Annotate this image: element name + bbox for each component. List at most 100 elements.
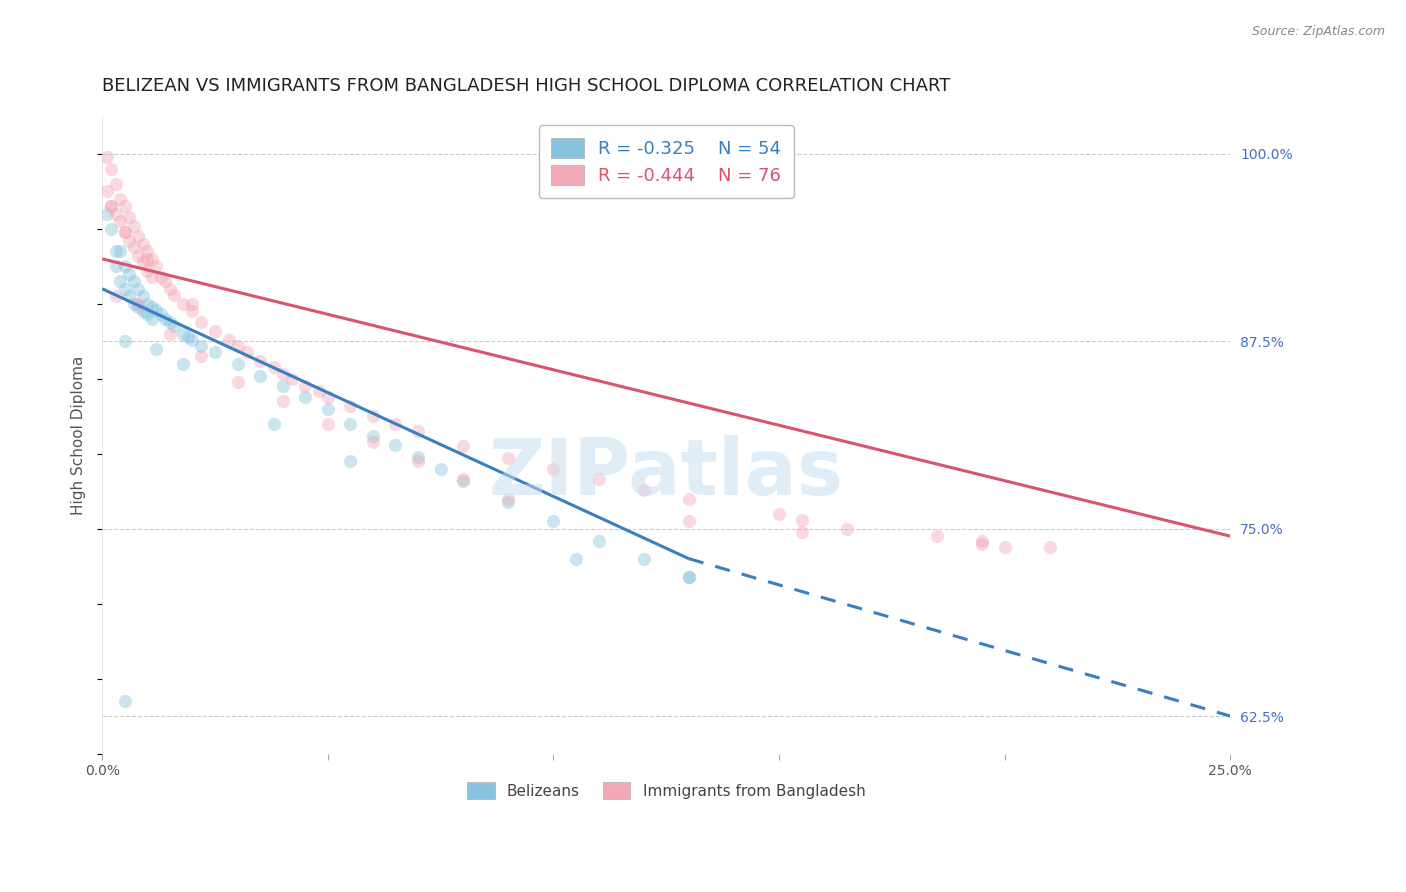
- Point: [100, 161, 122, 176]
- Point: [790, 524, 813, 539]
- Point: [678, 491, 700, 506]
- Point: [159, 315, 181, 329]
- Point: [226, 375, 249, 389]
- Point: [429, 461, 451, 475]
- Point: [263, 359, 285, 374]
- Point: [100, 222, 122, 236]
- Point: [790, 513, 813, 527]
- Point: [114, 199, 136, 213]
- Point: [145, 260, 167, 274]
- Point: [100, 199, 122, 213]
- Point: [190, 315, 212, 329]
- Point: [110, 192, 132, 206]
- Point: [114, 694, 136, 708]
- Point: [271, 368, 294, 382]
- Text: BELIZEAN VS IMMIGRANTS FROM BANGLADESH HIGH SCHOOL DIPLOMA CORRELATION CHART: BELIZEAN VS IMMIGRANTS FROM BANGLADESH H…: [103, 78, 950, 95]
- Point: [384, 417, 406, 431]
- Point: [249, 368, 271, 383]
- Point: [316, 390, 339, 404]
- Point: [204, 344, 226, 359]
- Point: [190, 349, 212, 363]
- Point: [141, 269, 163, 284]
- Point: [163, 319, 186, 334]
- Point: [145, 342, 167, 356]
- Point: [384, 438, 406, 452]
- Point: [96, 150, 118, 164]
- Text: ZIPatlas: ZIPatlas: [489, 435, 844, 511]
- Point: [122, 297, 145, 311]
- Point: [280, 372, 302, 386]
- Point: [181, 297, 204, 311]
- Point: [159, 326, 181, 341]
- Point: [172, 357, 194, 371]
- Point: [104, 289, 127, 303]
- Point: [100, 199, 122, 213]
- Point: [235, 344, 257, 359]
- Point: [136, 264, 159, 278]
- Point: [104, 260, 127, 274]
- Point: [361, 434, 384, 449]
- Point: [127, 300, 149, 314]
- Point: [994, 540, 1017, 554]
- Point: [498, 491, 520, 506]
- Point: [132, 255, 155, 269]
- Point: [122, 219, 145, 233]
- Point: [132, 289, 155, 303]
- Point: [308, 384, 330, 398]
- Point: [96, 207, 118, 221]
- Y-axis label: High School Diploma: High School Diploma: [72, 355, 86, 515]
- Point: [588, 533, 610, 548]
- Point: [159, 282, 181, 296]
- Point: [925, 529, 948, 543]
- Legend: Belizeans, Immigrants from Bangladesh: Belizeans, Immigrants from Bangladesh: [457, 772, 876, 810]
- Point: [361, 409, 384, 424]
- Point: [155, 311, 177, 326]
- Point: [127, 249, 149, 263]
- Point: [633, 551, 655, 566]
- Point: [145, 302, 167, 317]
- Point: [835, 522, 858, 536]
- Point: [132, 304, 155, 318]
- Point: [294, 379, 316, 393]
- Point: [114, 225, 136, 239]
- Point: [122, 274, 145, 288]
- Point: [339, 417, 361, 431]
- Point: [498, 451, 520, 466]
- Point: [406, 450, 429, 464]
- Point: [361, 428, 384, 442]
- Point: [141, 252, 163, 266]
- Point: [970, 536, 993, 550]
- Point: [104, 207, 127, 221]
- Point: [114, 260, 136, 274]
- Point: [678, 569, 700, 583]
- Point: [218, 333, 240, 347]
- Point: [136, 252, 159, 266]
- Point: [406, 454, 429, 468]
- Point: [127, 297, 149, 311]
- Point: [1039, 540, 1062, 554]
- Point: [114, 225, 136, 239]
- Point: [339, 399, 361, 413]
- Point: [110, 214, 132, 228]
- Point: [155, 274, 177, 288]
- Point: [181, 333, 204, 347]
- Point: [118, 267, 141, 281]
- Point: [114, 282, 136, 296]
- Point: [149, 269, 172, 284]
- Point: [127, 229, 149, 244]
- Point: [768, 507, 790, 521]
- Point: [249, 353, 271, 368]
- Point: [678, 569, 700, 583]
- Point: [118, 234, 141, 248]
- Point: [339, 454, 361, 468]
- Point: [498, 494, 520, 508]
- Point: [226, 339, 249, 353]
- Point: [104, 177, 127, 191]
- Point: [451, 439, 474, 453]
- Point: [451, 472, 474, 486]
- Point: [451, 474, 474, 488]
- Point: [204, 324, 226, 338]
- Point: [316, 417, 339, 431]
- Point: [172, 297, 194, 311]
- Point: [114, 334, 136, 349]
